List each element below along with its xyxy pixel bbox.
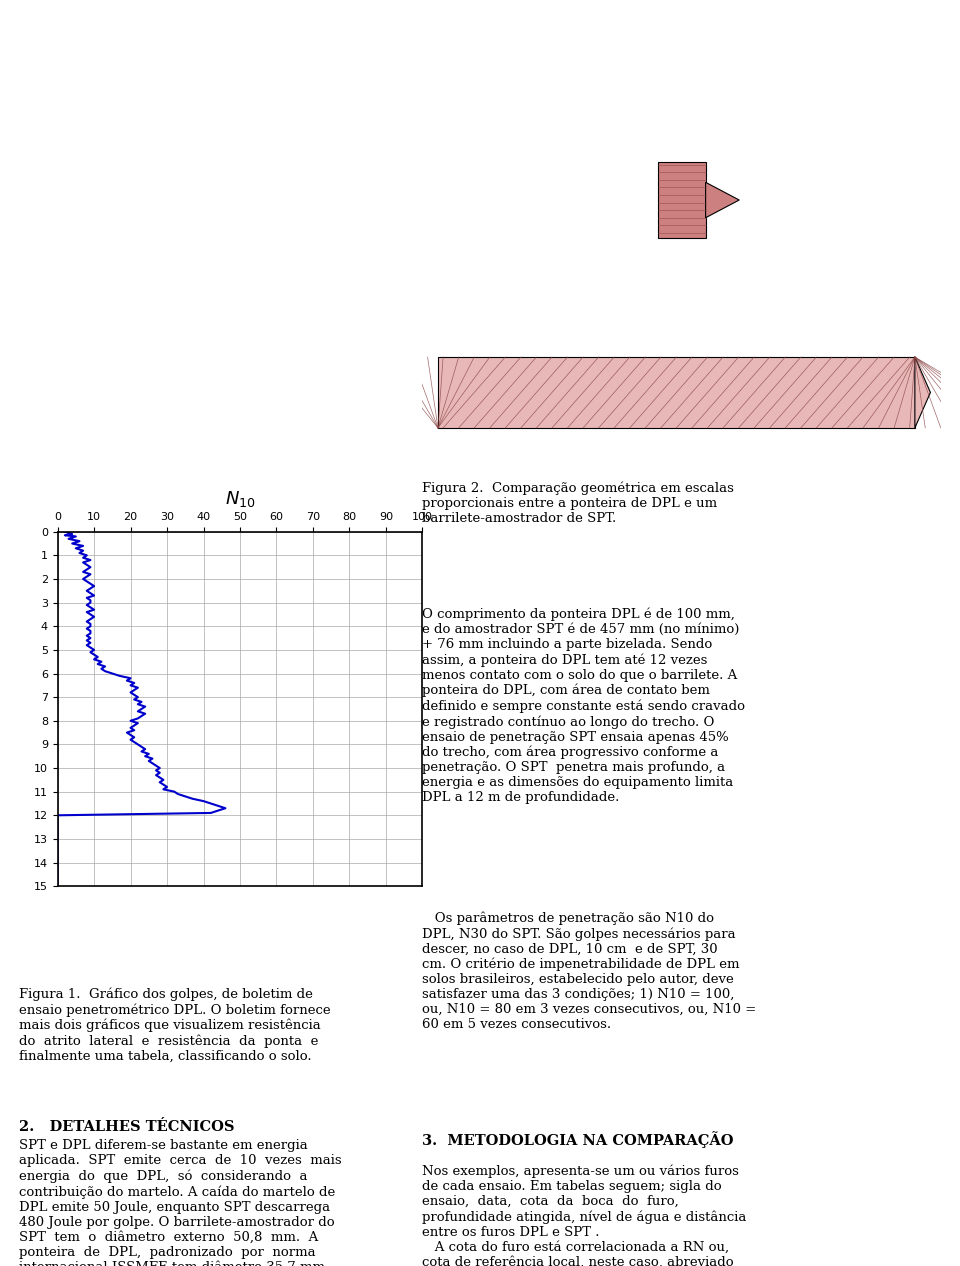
Text: Os parâmetros de penetração são N10 do
DPL, N30 do SPT. São golpes necessários p: Os parâmetros de penetração são N10 do D… bbox=[422, 912, 756, 1032]
Text: 2.   DETALHES TÉCNICOS: 2. DETALHES TÉCNICOS bbox=[19, 1119, 234, 1134]
Text: Figura 2.  Comparação geométrica em escalas
proporcionais entre a ponteira de DP: Figura 2. Comparação geométrica em escal… bbox=[422, 481, 734, 524]
Text: SPT e DPL diferem-se bastante em energia
aplicada.  SPT  emite  cerca  de  10  v: SPT e DPL diferem-se bastante em energia… bbox=[19, 1139, 342, 1266]
Text: O comprimento da ponteira DPL é de 100 mm,
e do amostrador SPT é de 457 mm (no m: O comprimento da ponteira DPL é de 100 m… bbox=[422, 608, 745, 804]
Text: 3.  METODOLOGIA NA COMPARAÇÃO: 3. METODOLOGIA NA COMPARAÇÃO bbox=[422, 1131, 733, 1148]
Text: Nos exemplos, apresenta-se um ou vários furos
de cada ensaio. Em tabelas seguem;: Nos exemplos, apresenta-se um ou vários … bbox=[422, 1165, 747, 1266]
Polygon shape bbox=[658, 162, 706, 238]
Title: $N_{10}$: $N_{10}$ bbox=[225, 489, 255, 509]
Polygon shape bbox=[706, 182, 739, 218]
Text: Figura 1.  Gráfico dos golpes, de boletim de
ensaio penetrométrico DPL. O boleti: Figura 1. Gráfico dos golpes, de boletim… bbox=[19, 987, 331, 1062]
Polygon shape bbox=[915, 357, 930, 428]
Polygon shape bbox=[438, 357, 915, 428]
